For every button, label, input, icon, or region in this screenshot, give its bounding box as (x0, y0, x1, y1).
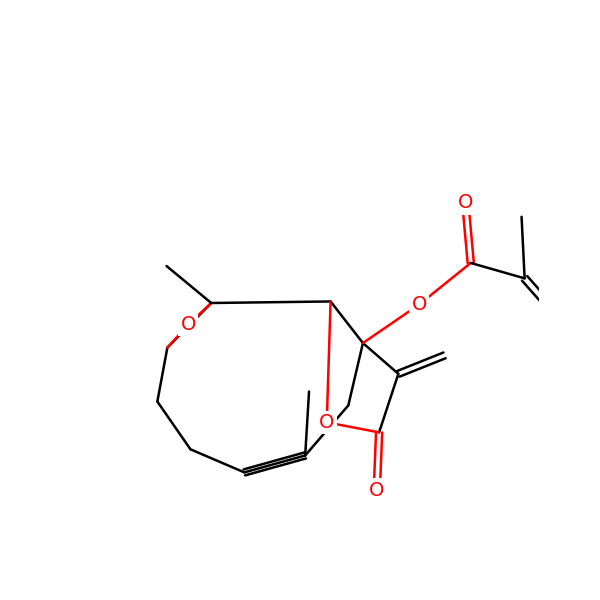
Text: O: O (458, 193, 473, 212)
Text: O: O (412, 295, 427, 314)
Text: O: O (181, 315, 196, 334)
Text: O: O (369, 481, 385, 500)
Text: O: O (319, 413, 334, 432)
